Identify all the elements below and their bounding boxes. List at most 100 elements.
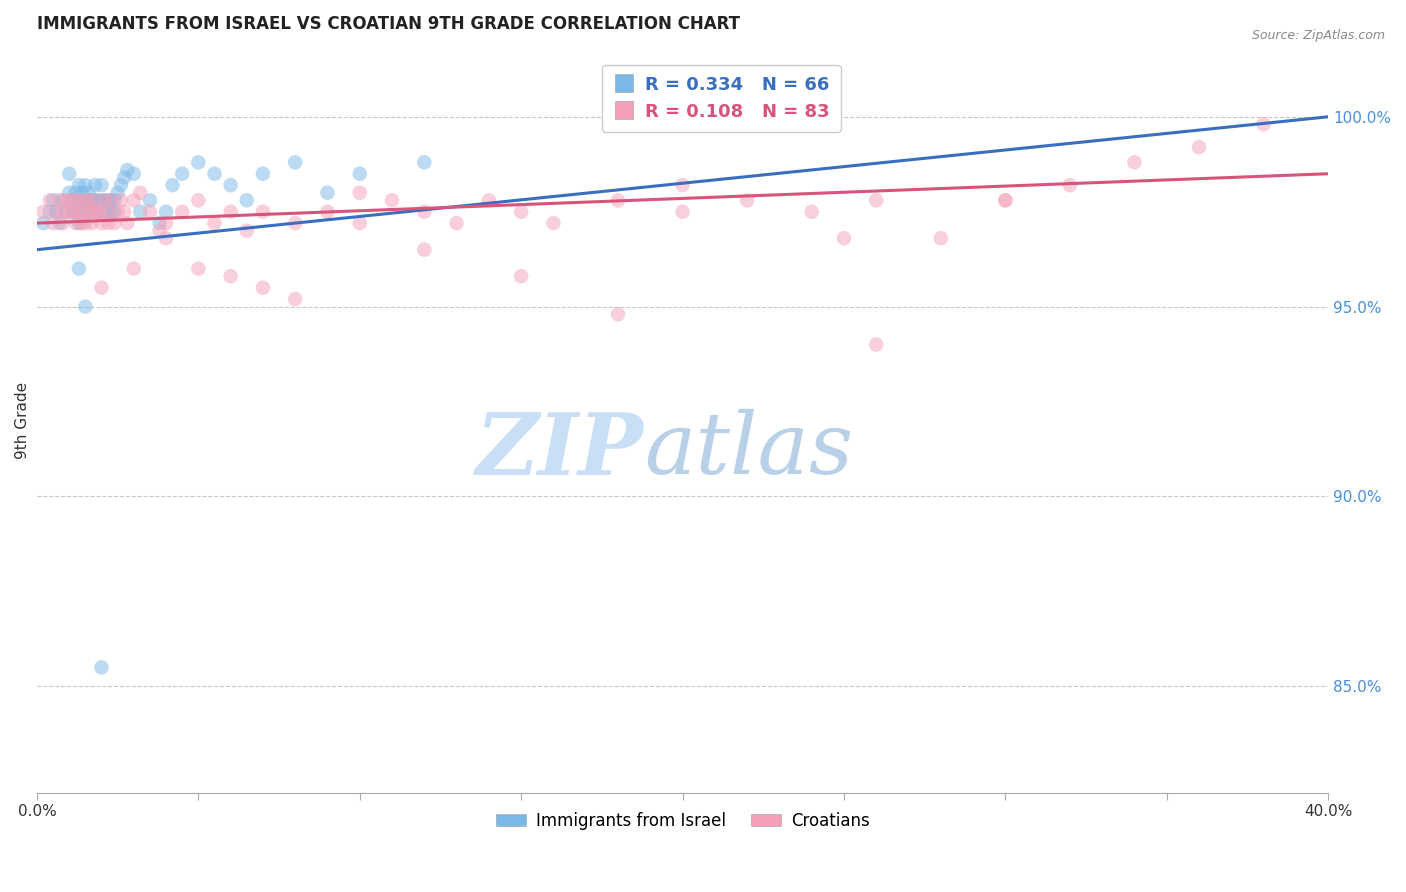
Point <box>67 194 90 208</box>
Point <box>155 231 177 245</box>
Point <box>204 216 226 230</box>
Point <box>139 204 162 219</box>
Point <box>446 216 468 230</box>
Point <box>87 204 110 219</box>
Point <box>110 178 132 193</box>
Point <box>1059 178 1081 193</box>
Point <box>87 194 110 208</box>
Point <box>929 231 952 245</box>
Point <box>97 194 120 208</box>
Point <box>77 204 100 219</box>
Text: Source: ZipAtlas.com: Source: ZipAtlas.com <box>1251 29 1385 42</box>
Point <box>112 170 135 185</box>
Point <box>58 194 80 208</box>
Point <box>994 194 1017 208</box>
Point <box>110 194 132 208</box>
Point <box>543 216 565 230</box>
Point <box>219 178 242 193</box>
Point <box>510 204 533 219</box>
Point <box>67 216 90 230</box>
Point <box>413 243 436 257</box>
Point <box>219 269 242 284</box>
Point <box>38 204 60 219</box>
Point <box>800 204 823 219</box>
Point <box>84 204 107 219</box>
Point <box>112 204 135 219</box>
Point <box>62 204 84 219</box>
Point <box>155 204 177 219</box>
Point <box>103 204 125 219</box>
Point <box>1123 155 1146 169</box>
Point <box>77 186 100 200</box>
Point <box>65 204 87 219</box>
Point <box>65 216 87 230</box>
Point <box>832 231 855 245</box>
Point <box>671 178 693 193</box>
Point <box>38 194 60 208</box>
Point <box>84 204 107 219</box>
Point <box>48 194 70 208</box>
Point <box>252 204 274 219</box>
Point <box>97 204 120 219</box>
Point <box>70 194 93 208</box>
Point <box>252 280 274 294</box>
Point <box>122 194 145 208</box>
Point <box>90 216 112 230</box>
Point <box>77 194 100 208</box>
Point <box>67 178 90 193</box>
Point <box>75 300 97 314</box>
Point <box>67 261 90 276</box>
Point <box>1253 117 1275 131</box>
Point <box>48 216 70 230</box>
Point <box>284 216 307 230</box>
Text: atlas: atlas <box>644 409 853 491</box>
Point <box>93 204 115 219</box>
Point <box>284 155 307 169</box>
Point <box>80 204 103 219</box>
Point <box>316 186 339 200</box>
Point <box>139 194 162 208</box>
Point <box>62 194 84 208</box>
Point <box>65 186 87 200</box>
Point <box>122 167 145 181</box>
Point <box>607 194 630 208</box>
Point <box>122 261 145 276</box>
Point <box>671 204 693 219</box>
Point <box>155 216 177 230</box>
Point <box>162 178 184 193</box>
Point <box>84 194 107 208</box>
Point <box>103 216 125 230</box>
Point <box>58 204 80 219</box>
Point <box>107 204 129 219</box>
Point <box>32 216 55 230</box>
Point <box>284 292 307 306</box>
Point <box>87 204 110 219</box>
Point <box>93 194 115 208</box>
Point <box>149 216 172 230</box>
Point <box>55 194 77 208</box>
Point <box>55 204 77 219</box>
Point <box>42 194 65 208</box>
Point <box>75 204 97 219</box>
Point <box>32 204 55 219</box>
Point <box>70 204 93 219</box>
Point <box>316 204 339 219</box>
Point <box>70 216 93 230</box>
Point <box>103 194 125 208</box>
Point <box>80 194 103 208</box>
Point <box>65 194 87 208</box>
Point <box>219 204 242 219</box>
Point <box>994 194 1017 208</box>
Point <box>75 216 97 230</box>
Point <box>75 178 97 193</box>
Point <box>75 194 97 208</box>
Point <box>70 186 93 200</box>
Point <box>172 204 194 219</box>
Point <box>80 204 103 219</box>
Point <box>93 194 115 208</box>
Point <box>77 194 100 208</box>
Point <box>58 167 80 181</box>
Point <box>97 204 120 219</box>
Point <box>381 194 404 208</box>
Point <box>349 167 371 181</box>
